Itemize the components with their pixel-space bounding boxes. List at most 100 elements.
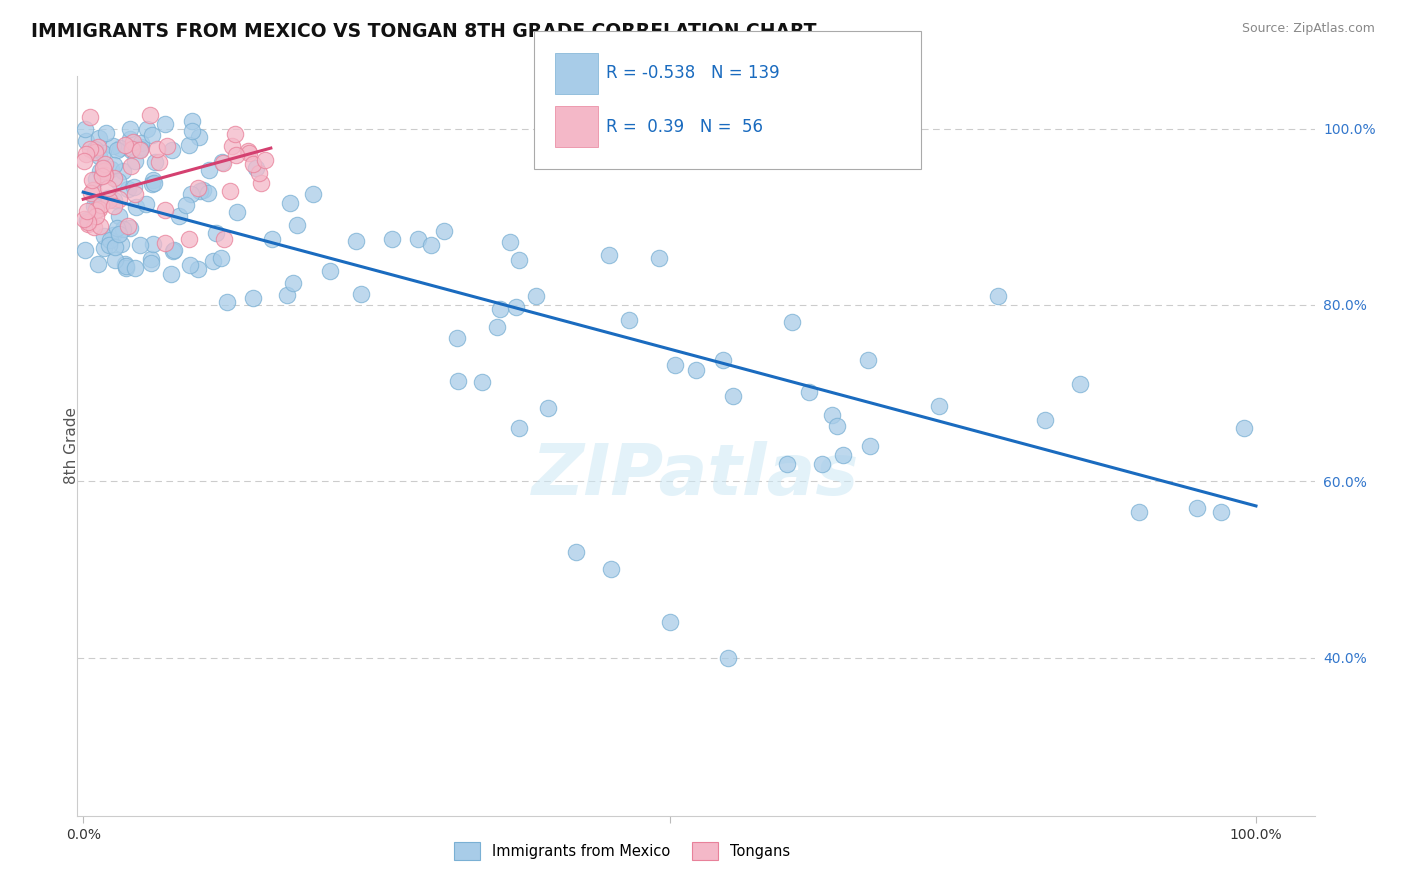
Point bbox=[191, 183, 214, 197]
Point bbox=[143, 176, 166, 190]
Point bbox=[600, 562, 623, 576]
Point bbox=[114, 257, 136, 271]
Point bbox=[122, 180, 145, 194]
Point bbox=[225, 148, 247, 162]
Point bbox=[84, 202, 107, 217]
Point bbox=[121, 142, 143, 156]
Point bbox=[142, 237, 165, 252]
Point bbox=[215, 295, 238, 310]
Point bbox=[115, 259, 138, 273]
Point bbox=[107, 220, 129, 235]
Point bbox=[1128, 505, 1150, 519]
Point bbox=[508, 253, 530, 268]
Point bbox=[179, 258, 201, 272]
Point bbox=[80, 172, 103, 186]
Point bbox=[811, 457, 834, 471]
Point bbox=[76, 204, 98, 219]
Point bbox=[142, 173, 165, 187]
Point bbox=[93, 229, 115, 244]
Point bbox=[499, 235, 522, 249]
Point bbox=[98, 233, 121, 247]
Point bbox=[1069, 377, 1091, 392]
Point bbox=[131, 139, 153, 153]
Point bbox=[87, 202, 110, 216]
Point bbox=[117, 181, 139, 195]
Point bbox=[148, 155, 170, 169]
Point bbox=[825, 418, 848, 433]
Point bbox=[108, 141, 131, 155]
Point bbox=[90, 197, 112, 211]
Point bbox=[179, 138, 201, 153]
Point bbox=[97, 237, 120, 252]
Point bbox=[111, 221, 134, 235]
Point bbox=[721, 389, 744, 403]
Point bbox=[82, 183, 104, 197]
Point bbox=[486, 320, 509, 334]
Point bbox=[101, 228, 124, 243]
Point bbox=[433, 224, 456, 238]
Point bbox=[489, 302, 512, 317]
Point bbox=[83, 219, 105, 234]
Point bbox=[1209, 505, 1232, 519]
Point bbox=[129, 136, 152, 150]
Point bbox=[197, 163, 219, 178]
Point bbox=[103, 138, 125, 153]
Point bbox=[167, 209, 190, 223]
Point bbox=[832, 448, 855, 462]
Point bbox=[139, 256, 162, 270]
Point bbox=[112, 164, 135, 178]
Point bbox=[75, 243, 97, 257]
Point bbox=[107, 227, 129, 241]
Point bbox=[253, 153, 276, 167]
Point bbox=[212, 232, 235, 246]
Point bbox=[174, 197, 197, 211]
Point bbox=[658, 615, 681, 630]
Point bbox=[160, 267, 183, 281]
Point bbox=[115, 261, 138, 276]
Point bbox=[114, 138, 136, 153]
Point bbox=[143, 155, 166, 169]
Point bbox=[302, 186, 325, 201]
Text: R = -0.538   N = 139: R = -0.538 N = 139 bbox=[606, 64, 779, 82]
Point bbox=[406, 231, 429, 245]
Text: R =  0.39   N =  56: R = 0.39 N = 56 bbox=[606, 118, 763, 136]
Point bbox=[648, 252, 671, 266]
Point bbox=[180, 124, 202, 138]
Point bbox=[93, 241, 115, 255]
Point bbox=[110, 237, 132, 252]
Point bbox=[711, 352, 734, 367]
Point bbox=[858, 353, 880, 368]
Point bbox=[91, 145, 114, 160]
Point bbox=[91, 169, 114, 183]
Point bbox=[209, 251, 232, 265]
Point bbox=[97, 181, 120, 195]
Point bbox=[94, 157, 117, 171]
Point bbox=[249, 176, 271, 190]
Point bbox=[242, 157, 264, 171]
Point bbox=[155, 236, 177, 251]
Point bbox=[124, 261, 146, 276]
Point bbox=[221, 139, 243, 153]
Point bbox=[180, 114, 202, 128]
Text: IMMIGRANTS FROM MEXICO VS TONGAN 8TH GRADE CORRELATION CHART: IMMIGRANTS FROM MEXICO VS TONGAN 8TH GRA… bbox=[31, 22, 817, 41]
Point bbox=[212, 156, 235, 170]
Point bbox=[103, 194, 125, 208]
Point bbox=[98, 193, 121, 207]
Point bbox=[103, 240, 125, 254]
Point bbox=[79, 142, 101, 156]
Point bbox=[226, 204, 249, 219]
Point bbox=[278, 196, 301, 211]
Point bbox=[821, 409, 844, 423]
Point bbox=[247, 166, 270, 180]
Point bbox=[128, 144, 150, 158]
Point bbox=[104, 253, 127, 268]
Point bbox=[1033, 412, 1056, 426]
Point bbox=[177, 232, 200, 246]
Point bbox=[84, 209, 107, 223]
Point bbox=[103, 171, 125, 186]
Point bbox=[84, 142, 107, 156]
Point bbox=[245, 161, 267, 176]
Point bbox=[100, 161, 122, 176]
Point bbox=[89, 131, 111, 145]
Point bbox=[141, 128, 163, 142]
